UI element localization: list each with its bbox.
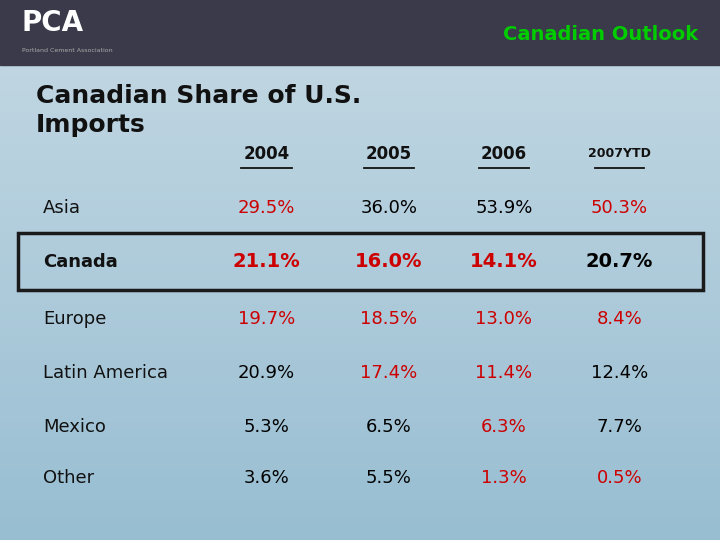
Bar — [0, 508, 720, 516]
Bar — [0, 358, 720, 366]
Bar — [0, 152, 720, 160]
Text: 12.4%: 12.4% — [590, 363, 648, 382]
Bar — [0, 0, 720, 65]
Bar — [0, 294, 720, 302]
Bar — [0, 263, 720, 271]
Bar — [0, 437, 720, 445]
Text: Mexico: Mexico — [43, 417, 106, 436]
Text: Canada: Canada — [43, 253, 118, 271]
Text: 1.3%: 1.3% — [481, 469, 527, 487]
Bar — [0, 469, 720, 477]
Bar — [0, 279, 720, 287]
Text: 50.3%: 50.3% — [590, 199, 648, 217]
Bar — [0, 342, 720, 350]
Text: Asia: Asia — [43, 199, 81, 217]
Bar — [0, 168, 720, 176]
Text: Latin America: Latin America — [43, 363, 168, 382]
Text: 20.9%: 20.9% — [238, 363, 295, 382]
Text: 8.4%: 8.4% — [596, 309, 642, 328]
Bar — [0, 184, 720, 192]
Bar — [0, 445, 720, 453]
Text: 7.7%: 7.7% — [596, 417, 642, 436]
Bar — [0, 136, 720, 144]
Bar — [0, 160, 720, 168]
Bar — [0, 453, 720, 461]
Bar — [0, 128, 720, 136]
Bar — [0, 326, 720, 334]
Bar — [0, 112, 720, 120]
Bar — [0, 255, 720, 263]
Bar — [0, 492, 720, 501]
Bar — [0, 366, 720, 374]
Text: 14.1%: 14.1% — [470, 252, 538, 272]
Bar — [0, 406, 720, 413]
Text: 2004: 2004 — [243, 145, 289, 163]
Bar — [0, 374, 720, 382]
Bar — [0, 397, 720, 406]
Bar — [0, 215, 720, 223]
Text: Europe: Europe — [43, 309, 107, 328]
Bar — [0, 516, 720, 524]
Text: 3.6%: 3.6% — [243, 469, 289, 487]
Text: 13.0%: 13.0% — [475, 309, 533, 328]
Bar — [0, 524, 720, 532]
Text: 20.7%: 20.7% — [585, 252, 653, 272]
Bar — [0, 421, 720, 429]
Bar — [0, 382, 720, 389]
Bar — [0, 310, 720, 318]
Bar — [0, 501, 720, 508]
Text: 0.5%: 0.5% — [596, 469, 642, 487]
Text: 17.4%: 17.4% — [360, 363, 418, 382]
Text: 2006: 2006 — [481, 145, 527, 163]
Text: 36.0%: 36.0% — [360, 199, 418, 217]
Bar — [0, 80, 720, 89]
Bar — [0, 389, 720, 397]
Text: 5.5%: 5.5% — [366, 469, 412, 487]
Text: Canadian Outlook: Canadian Outlook — [503, 24, 698, 44]
Bar — [0, 120, 720, 128]
Bar — [0, 199, 720, 207]
Bar — [0, 287, 720, 294]
Bar — [0, 176, 720, 184]
Bar — [0, 318, 720, 326]
Bar — [0, 104, 720, 112]
Bar — [0, 65, 720, 73]
Bar — [0, 223, 720, 231]
Text: 53.9%: 53.9% — [475, 199, 533, 217]
Bar — [0, 334, 720, 342]
Bar — [0, 350, 720, 358]
Bar — [0, 247, 720, 255]
Bar — [0, 89, 720, 97]
Bar — [0, 207, 720, 215]
Text: 2007YTD: 2007YTD — [588, 147, 651, 160]
Bar — [0, 461, 720, 469]
Bar — [0, 302, 720, 310]
Text: 29.5%: 29.5% — [238, 199, 295, 217]
Text: Other: Other — [43, 469, 94, 487]
Text: PCA: PCA — [22, 9, 84, 37]
Text: 19.7%: 19.7% — [238, 309, 295, 328]
Bar — [0, 239, 720, 247]
Bar — [0, 192, 720, 199]
Bar — [0, 144, 720, 152]
Text: 6.3%: 6.3% — [481, 417, 527, 436]
Text: 16.0%: 16.0% — [355, 252, 423, 272]
Text: 2005: 2005 — [366, 145, 412, 163]
Text: 11.4%: 11.4% — [475, 363, 533, 382]
Bar — [0, 413, 720, 421]
Bar — [0, 231, 720, 239]
Text: Portland Cement Association: Portland Cement Association — [22, 48, 112, 53]
Text: Canadian Share of U.S.
Imports: Canadian Share of U.S. Imports — [36, 84, 361, 137]
Bar — [0, 532, 720, 540]
Bar — [0, 73, 720, 80]
Bar — [0, 484, 720, 492]
Text: 6.5%: 6.5% — [366, 417, 412, 436]
Bar — [0, 97, 720, 104]
Text: 18.5%: 18.5% — [360, 309, 418, 328]
Text: 21.1%: 21.1% — [233, 252, 300, 272]
Bar — [0, 477, 720, 484]
Text: 5.3%: 5.3% — [243, 417, 289, 436]
Bar — [0, 271, 720, 279]
Bar — [0, 429, 720, 437]
